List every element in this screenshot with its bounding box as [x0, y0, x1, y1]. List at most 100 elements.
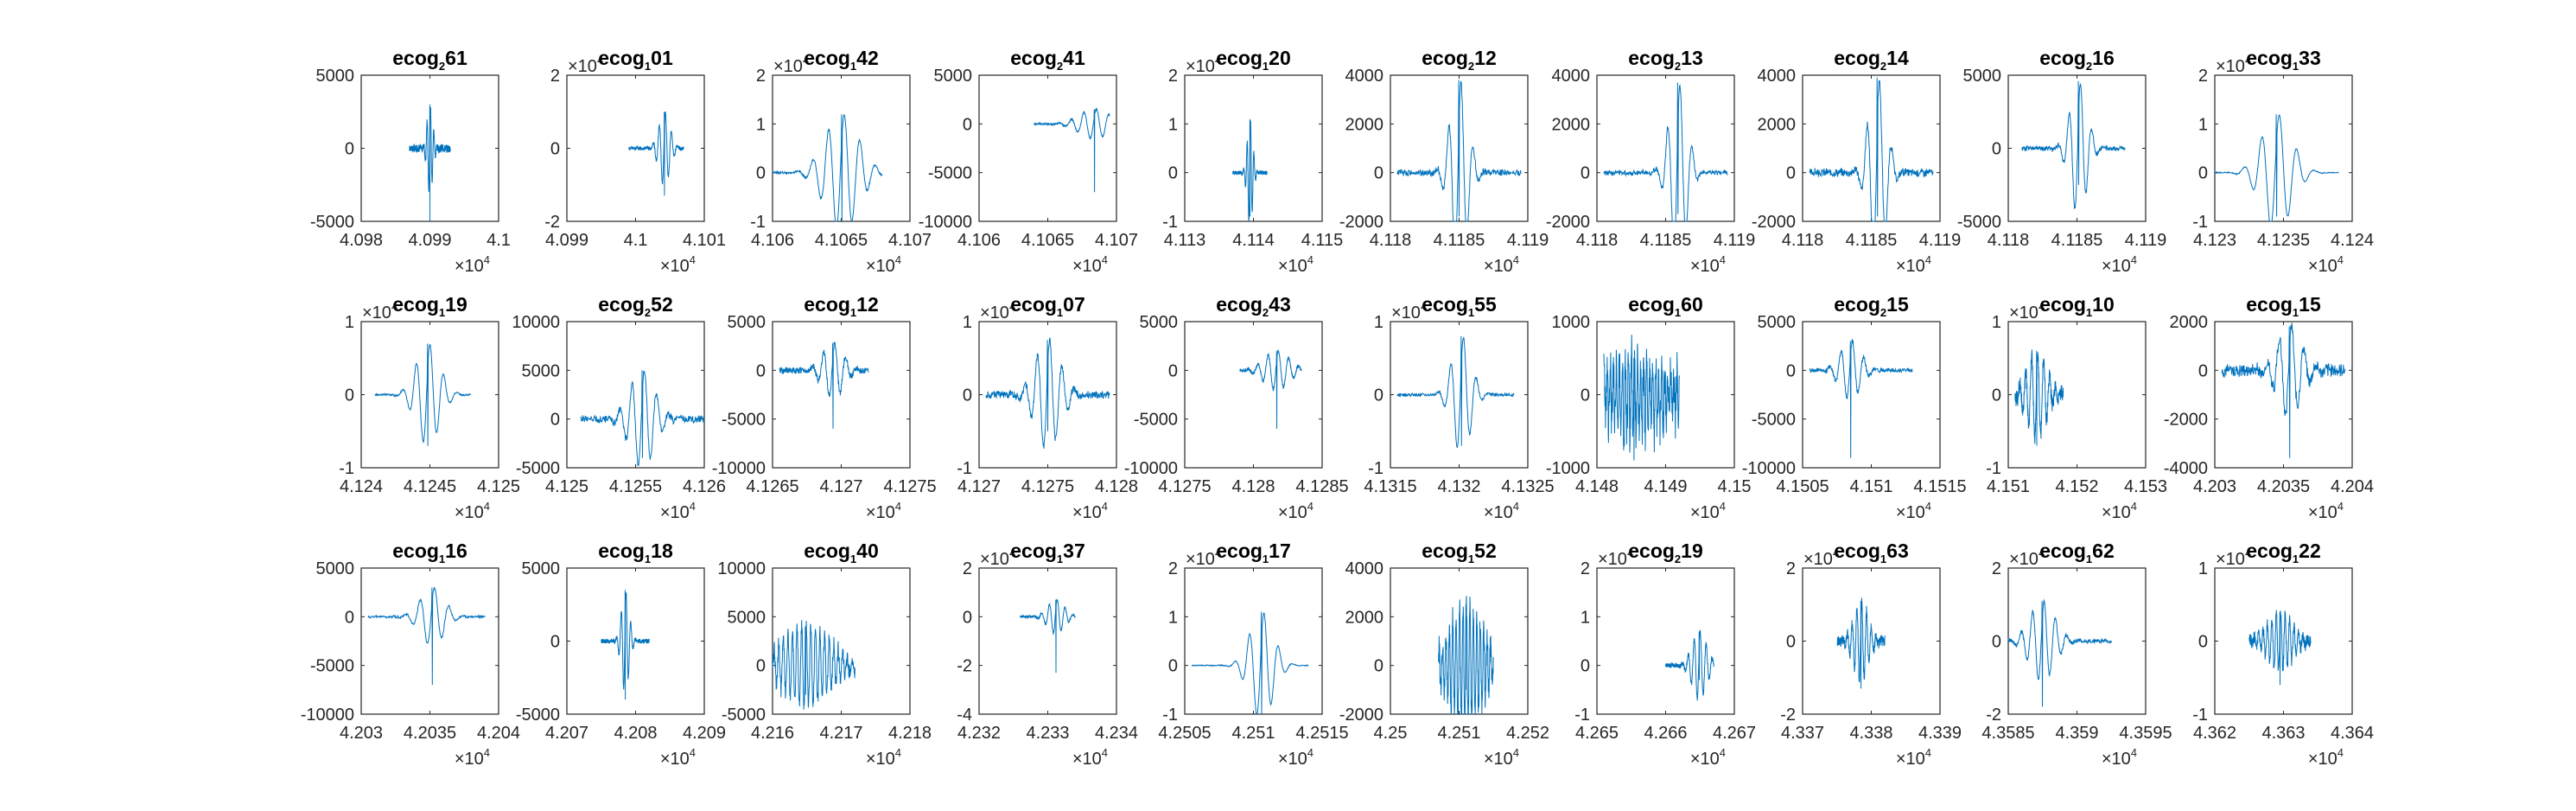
title-suffix: 52 — [1474, 540, 1497, 562]
title-suffix: 18 — [651, 540, 673, 562]
subplot-17: -1000 0 1000 4.148 4.149 4.15 ×104 ecog160 — [1546, 293, 1752, 522]
subplot-title: ecog101 — [598, 47, 673, 73]
title-suffix: 16 — [445, 540, 467, 562]
signal-line — [1232, 118, 1268, 222]
title-suffix: 52 — [651, 293, 673, 316]
x-tick-label: 4.099 — [545, 231, 588, 250]
signal-line — [628, 112, 684, 196]
y-tick-label: 0 — [1168, 164, 1178, 183]
x-tick-label: 4.1505 — [1776, 477, 1829, 496]
x-tick-label: 4.339 — [1918, 724, 1962, 743]
x-exponent-power: 4 — [484, 253, 490, 266]
y-tick-label: -2 — [957, 657, 972, 676]
signal-line — [1191, 611, 1309, 715]
x-tick-label: 4.106 — [957, 231, 1001, 250]
y-exponent-power: 4 — [803, 54, 809, 67]
subplot-title: ecog112 — [804, 293, 879, 319]
subplot-7: -2000 0 2000 4000 4.118 4.1185 4.119 ×104 ecog21… — [1546, 47, 1755, 276]
x-tick-label: 4.124 — [2331, 231, 2374, 250]
y-tick-label: -1 — [1162, 706, 1178, 725]
title-subscript: 1 — [850, 306, 856, 319]
x-exponent-power: 4 — [1720, 253, 1726, 266]
y-tick-label: 0 — [345, 140, 354, 159]
title-suffix: 37 — [1063, 540, 1085, 562]
title-suffix: 42 — [856, 47, 879, 69]
x-exponent-power: 4 — [690, 500, 696, 513]
x-tick-label: 4.124 — [340, 477, 383, 496]
y-tick-label: 0 — [1374, 386, 1383, 406]
x-tick-label: 4.2515 — [1295, 724, 1348, 743]
y-tick-label: -2 — [1780, 706, 1796, 725]
x-tick-label: 4.337 — [1781, 724, 1824, 743]
signal-line — [1396, 80, 1522, 222]
x-tick-label: 4.128 — [1231, 477, 1275, 496]
title-subscript: 1 — [1263, 552, 1269, 565]
signal-line — [985, 337, 1110, 449]
signal-line — [374, 343, 472, 446]
y-tick-label: 4000 — [1758, 67, 1797, 86]
subplot-title: ecog107 — [1010, 293, 1085, 319]
signal-line — [2248, 610, 2312, 686]
y-tick-label: 0 — [963, 386, 972, 406]
subplot-title: ecog162 — [2039, 540, 2115, 565]
y-tick-label: 5000 — [934, 67, 973, 86]
y-exponent-power: 4 — [2245, 54, 2251, 67]
x-tick-label: 4.1275 — [1021, 477, 1074, 496]
x-tick-label: 4.207 — [545, 724, 588, 743]
title-suffix: 41 — [1063, 47, 1085, 69]
x-tick-label: 4.1275 — [883, 477, 936, 496]
signal-line — [409, 104, 451, 222]
y-tick-label: -2 — [544, 213, 560, 232]
x-exponent-power: 4 — [1307, 253, 1313, 266]
subplot-title: ecog212 — [1422, 47, 1497, 73]
x-tick-label: 4.1065 — [1021, 231, 1074, 250]
x-tick-label: 4.126 — [683, 477, 726, 496]
subplot-title: ecog213 — [1628, 47, 1703, 73]
y-tick-label: 2 — [2198, 67, 2208, 86]
title-suffix: 17 — [1269, 540, 1291, 562]
x-exponent-power: 4 — [2131, 500, 2137, 513]
x-tick-label: 4.252 — [1506, 724, 1549, 743]
x-tick-label: 4.204 — [2331, 477, 2374, 496]
x-tick-label: 4.132 — [1437, 477, 1480, 496]
x-tick-label: 4.113 — [1164, 231, 1206, 250]
x-exponent-power: 4 — [484, 746, 490, 759]
x-tick-label: 4.203 — [2193, 477, 2236, 496]
x-exponent-label: ×104 — [866, 746, 901, 769]
x-tick-label: 4.3595 — [2119, 724, 2172, 743]
y-tick-label: 0 — [1786, 164, 1796, 183]
y-exponent-power: 4 — [2039, 300, 2045, 313]
title-subscript: 1 — [2293, 552, 2299, 565]
x-tick-label: 4.209 — [683, 724, 726, 743]
signal-line — [1396, 335, 1515, 448]
y-tick-label: 0 — [2198, 164, 2208, 183]
x-exponent-power: 4 — [1102, 253, 1108, 266]
x-tick-label: 4.208 — [614, 724, 657, 743]
y-tick-label: 5000 — [316, 67, 355, 86]
y-tick-label: -5000 — [516, 706, 560, 725]
x-tick-label: 4.359 — [2055, 724, 2098, 743]
title-subscript: 2 — [2086, 60, 2092, 73]
y-tick-label: -2000 — [1752, 213, 1796, 232]
title-suffix: 12 — [1474, 47, 1497, 69]
x-exponent-power: 4 — [690, 253, 696, 266]
title-suffix: 15 — [2299, 293, 2321, 316]
y-exponent-power: 4 — [391, 300, 398, 313]
subplot-title: ecog152 — [1422, 540, 1497, 565]
x-tick-label: 4.115 — [1301, 231, 1344, 250]
subplot-title: ecog115 — [2246, 293, 2321, 319]
subplot-title: ecog214 — [1834, 47, 1909, 73]
signal-line — [1809, 77, 1934, 222]
title-suffix: 20 — [1269, 47, 1291, 69]
title-subscript: 1 — [2293, 60, 2299, 73]
y-tick-label: 0 — [963, 115, 972, 134]
subplot-title: ecog116 — [392, 540, 467, 565]
x-tick-label: 4.251 — [1231, 724, 1275, 743]
